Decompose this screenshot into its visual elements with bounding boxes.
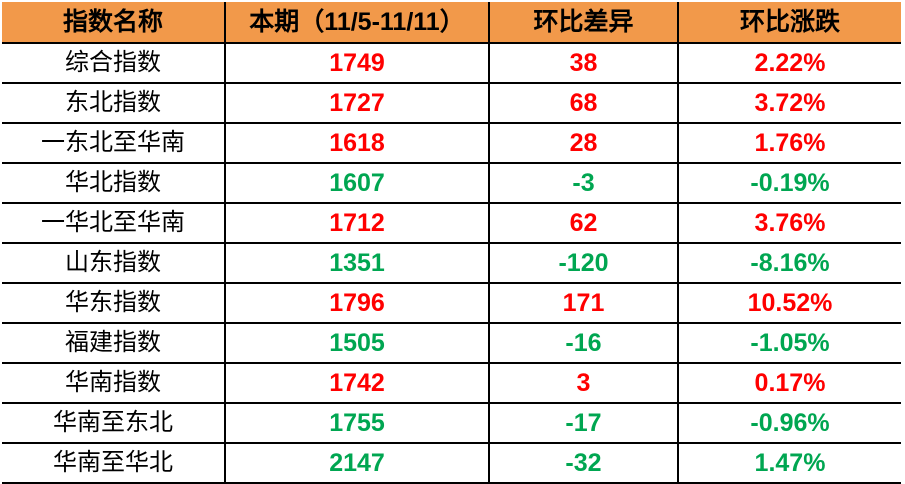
cell-mom-difference: 28 xyxy=(489,123,679,164)
cell-mom-change-pct: 3.72% xyxy=(678,83,901,124)
cell-mom-difference: 171 xyxy=(489,283,679,324)
table-body: 综合指数 1749 38 2.22% 东北指数 1727 68 3.72% 一东北至华南 1618… xyxy=(2,43,901,484)
column-header-mom-change-pct[interactable]: 环比涨跌 xyxy=(678,2,901,44)
cell-index-name: 东北指数 xyxy=(2,83,226,124)
table-row: 山东指数 1351 -120 -8.16% xyxy=(2,243,901,284)
cell-current-period: 2147 xyxy=(225,443,490,484)
cell-index-name: 华南指数 xyxy=(2,363,226,404)
cell-mom-difference: 62 xyxy=(489,203,679,244)
column-header-current-period[interactable]: 本期（11/5-11/11） xyxy=(225,2,490,44)
cell-mom-change-pct: 3.76% xyxy=(678,203,901,244)
column-header-index-name[interactable]: 指数名称 xyxy=(2,2,226,44)
cell-index-name: 一华北至华南 xyxy=(2,203,226,244)
cell-mom-change-pct: -0.96% xyxy=(678,403,901,444)
table-row: 华南至东北 1755 -17 -0.96% xyxy=(2,403,901,444)
cell-mom-difference: -16 xyxy=(489,323,679,364)
cell-index-name: 华北指数 xyxy=(2,163,226,204)
table-row: 华东指数 1796 171 10.52% xyxy=(2,283,901,324)
cell-current-period: 1727 xyxy=(225,83,490,124)
table-row: 综合指数 1749 38 2.22% xyxy=(2,43,901,84)
table-row: 一东北至华南 1618 28 1.76% xyxy=(2,123,901,164)
cell-index-name: 华东指数 xyxy=(2,283,226,324)
cell-current-period: 1796 xyxy=(225,283,490,324)
cell-index-name: 福建指数 xyxy=(2,323,226,364)
column-header-mom-difference[interactable]: 环比差异 xyxy=(489,2,679,44)
table-row: 华南指数 1742 3 0.17% xyxy=(2,363,901,404)
cell-mom-difference: -32 xyxy=(489,443,679,484)
cell-index-name: 一东北至华南 xyxy=(2,123,226,164)
table-header: 指数名称 本期（11/5-11/11） 环比差异 环比涨跌 xyxy=(2,2,901,44)
cell-current-period: 1618 xyxy=(225,123,490,164)
cell-current-period: 1607 xyxy=(225,163,490,204)
cell-current-period: 1749 xyxy=(225,43,490,84)
table-row: 华南至华北 2147 -32 1.47% xyxy=(2,443,901,484)
cell-mom-change-pct: -8.16% xyxy=(678,243,901,284)
cell-mom-difference: 3 xyxy=(489,363,679,404)
cell-current-period: 1755 xyxy=(225,403,490,444)
cell-mom-change-pct: 0.17% xyxy=(678,363,901,404)
cell-current-period: 1505 xyxy=(225,323,490,364)
cell-mom-difference: 68 xyxy=(489,83,679,124)
cell-current-period: 1742 xyxy=(225,363,490,404)
cell-mom-difference: -3 xyxy=(489,163,679,204)
cell-index-name: 华南至华北 xyxy=(2,443,226,484)
cell-mom-change-pct: 1.47% xyxy=(678,443,901,484)
cell-mom-difference: -120 xyxy=(489,243,679,284)
cell-mom-change-pct: -0.19% xyxy=(678,163,901,204)
cell-mom-difference: 38 xyxy=(489,43,679,84)
cell-index-name: 山东指数 xyxy=(2,243,226,284)
cell-mom-change-pct: 10.52% xyxy=(678,283,901,324)
table-row: 华北指数 1607 -3 -0.19% xyxy=(2,163,901,204)
cell-mom-change-pct: 1.76% xyxy=(678,123,901,164)
cell-current-period: 1712 xyxy=(225,203,490,244)
cell-index-name: 华南至东北 xyxy=(2,403,226,444)
header-row: 指数名称 本期（11/5-11/11） 环比差异 环比涨跌 xyxy=(2,2,901,44)
cell-mom-change-pct: -1.05% xyxy=(678,323,901,364)
cell-mom-difference: -17 xyxy=(489,403,679,444)
cell-mom-change-pct: 2.22% xyxy=(678,43,901,84)
cell-current-period: 1351 xyxy=(225,243,490,284)
table-row: 东北指数 1727 68 3.72% xyxy=(2,83,901,124)
cell-index-name: 综合指数 xyxy=(2,43,226,84)
table-row: 福建指数 1505 -16 -1.05% xyxy=(2,323,901,364)
table-row: 一华北至华南 1712 62 3.76% xyxy=(2,203,901,244)
